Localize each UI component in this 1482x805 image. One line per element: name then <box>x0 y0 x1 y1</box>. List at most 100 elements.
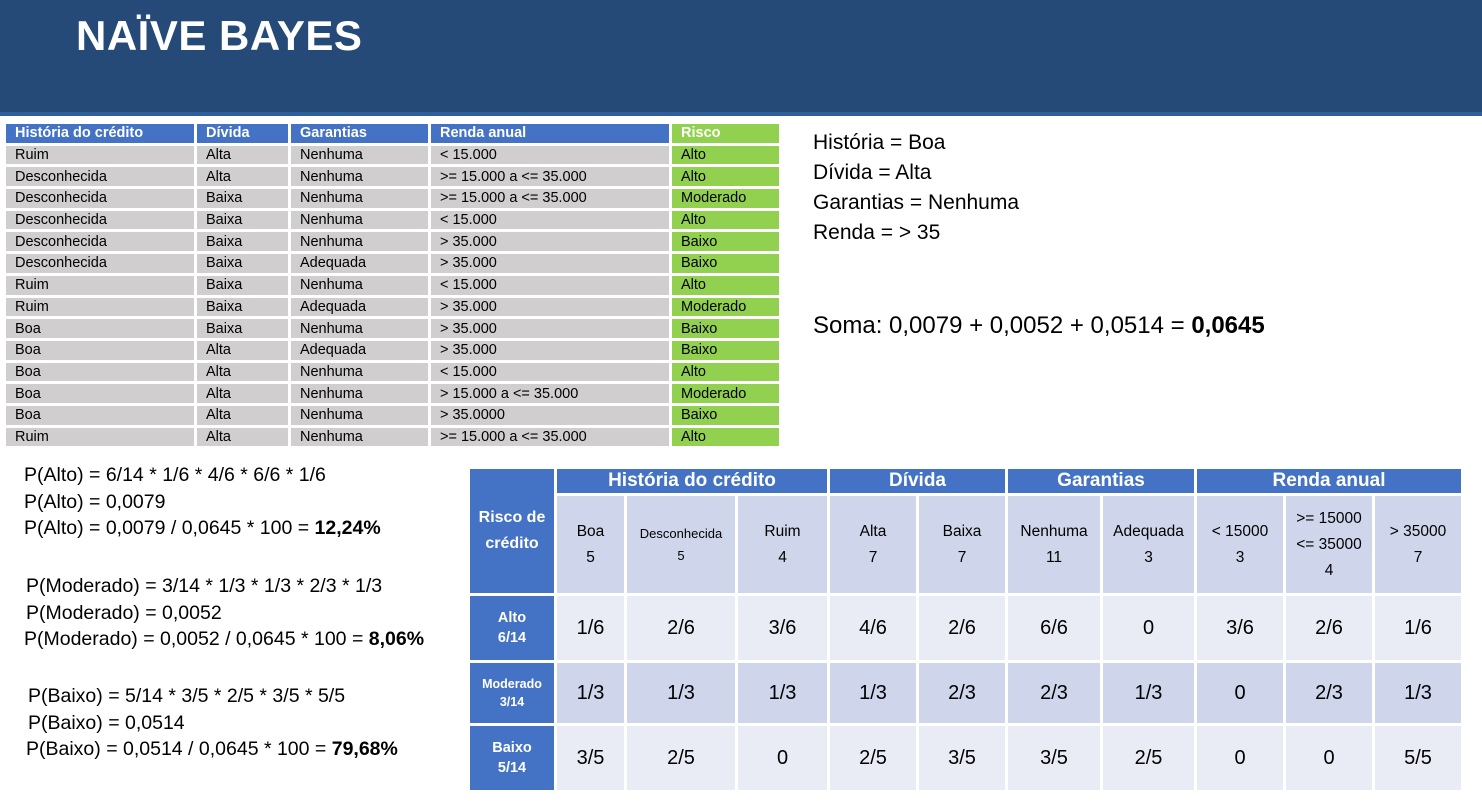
table-cell: Alta <box>197 427 288 447</box>
table-row: Ruim Baixa Nenhuma < 15.000 Alto <box>6 275 779 295</box>
table-cell: >= 15.000 a <= 35.000 <box>431 167 669 187</box>
probability-row: Alto 6/14 1/6 2/6 3/6 4/6 2/6 6/6 0 3/6 2/6 1/6 <box>470 596 1461 660</box>
table-cell: Nenhuma <box>291 210 428 230</box>
table-cell: Ruim <box>6 297 194 317</box>
table-cell: Desconhecida <box>6 210 194 230</box>
query-line: Renda = > 35 <box>813 221 941 244</box>
probability-cell: 0 <box>1197 663 1283 723</box>
table-row: Desconhecida Baixa Nenhuma > 35.000 Baixo <box>6 232 779 252</box>
probability-cell: 2/6 <box>919 596 1005 660</box>
probability-cell: 1/3 <box>1103 663 1194 723</box>
probability-cell: 1/3 <box>627 663 735 723</box>
probability-cell: 2/6 <box>1286 596 1372 660</box>
sub-header: > 35000 7 <box>1375 496 1461 593</box>
table-cell: Alto <box>672 275 779 295</box>
table-cell: > 35.000 <box>431 340 669 360</box>
table-cell: Baixo <box>672 232 779 252</box>
table-cell: Moderado <box>672 384 779 403</box>
calc-alto: P(Alto) = 6/14 * 1/6 * 4/6 * 6/6 * 1/6 P… <box>24 462 381 542</box>
table-cell: Baixa <box>197 232 288 252</box>
probability-cell: 6/6 <box>1008 596 1100 660</box>
probability-cell: 1/3 <box>1375 663 1461 723</box>
table-cell: Baixa <box>197 254 288 273</box>
risk-row-header: Baixo 5/14 <box>470 726 554 790</box>
page-title: NAÏVE BAYES <box>76 12 363 59</box>
calc-line: P(Alto) = 0,0079 / 0,0645 * 100 = 12,24% <box>24 517 381 539</box>
probability-cell: 1/6 <box>557 596 624 660</box>
group-header: Dívida <box>830 469 1005 493</box>
sub-header: Alta 7 <box>830 496 916 593</box>
probability-cell: 1/6 <box>1375 596 1461 660</box>
probability-cell: 2/5 <box>627 726 735 790</box>
probability-row: Baixo 5/14 3/5 2/5 0 2/5 3/5 3/5 2/5 0 0 5/5 <box>470 726 1461 790</box>
table-cell: Nenhuma <box>291 145 428 165</box>
probability-cell: 2/3 <box>1008 663 1100 723</box>
column-header: Garantias <box>291 124 428 143</box>
table-cell: Baixo <box>672 319 779 338</box>
column-header: Dívida <box>197 124 288 143</box>
table-cell: Nenhuma <box>291 427 428 447</box>
table-cell: < 15.000 <box>431 362 669 382</box>
table-cell: Alto <box>672 167 779 187</box>
table-cell: Baixo <box>672 340 779 360</box>
table-cell: Ruim <box>6 145 194 165</box>
table-cell: < 15.000 <box>431 275 669 295</box>
probability-cell: 0 <box>738 726 827 790</box>
sub-header: >= 15000 <= 35000 4 <box>1286 496 1372 593</box>
table-row: Desconhecida Baixa Nenhuma >= 15.000 a <= 3… <box>6 189 779 208</box>
sub-header: Baixa 7 <box>919 496 1005 593</box>
table-cell: Alta <box>197 145 288 165</box>
calc-baixo: P(Baixo) = 5/14 * 3/5 * 2/5 * 3/5 * 5/5 … <box>26 683 398 763</box>
probability-table: Risco de crédito História do crédito Dív… <box>467 466 1464 793</box>
sub-header: Ruim 4 <box>738 496 827 593</box>
table-row: Boa Alta Nenhuma > 35.0000 Baixo <box>6 405 779 425</box>
table-row: Ruim Alta Nenhuma < 15.000 Alto <box>6 145 779 165</box>
table-cell: Baixo <box>672 254 779 273</box>
table-row: Desconhecida Baixa Nenhuma < 15.000 Alto <box>6 210 779 230</box>
sub-header: Boa 5 <box>557 496 624 593</box>
table-cell: Alta <box>197 362 288 382</box>
calc-line: P(Alto) = 6/14 * 1/6 * 4/6 * 6/6 * 1/6 <box>24 464 326 486</box>
risk-row-header: Moderado 3/14 <box>470 663 554 723</box>
table-cell: Boa <box>6 362 194 382</box>
probability-cell: 1/3 <box>557 663 624 723</box>
table-cell: >= 15.000 a <= 35.000 <box>431 427 669 447</box>
table-cell: Nenhuma <box>291 189 428 208</box>
table-header-row: História do crédito Dívida Garantias Ren… <box>6 124 779 143</box>
group-header: Renda anual <box>1197 469 1461 493</box>
probability-cell: 1/3 <box>738 663 827 723</box>
table-cell: Baixa <box>197 297 288 317</box>
probability-cell: 3/5 <box>1008 726 1100 790</box>
table-cell: Nenhuma <box>291 362 428 382</box>
table-cell: Nenhuma <box>291 405 428 425</box>
table-cell: Moderado <box>672 297 779 317</box>
table-cell: Desconhecida <box>6 167 194 187</box>
probability-cell: 2/3 <box>919 663 1005 723</box>
probability-cell: 2/6 <box>627 596 735 660</box>
table-cell: Adequada <box>291 254 428 273</box>
table-cell: Moderado <box>672 189 779 208</box>
risk-corner-header: Risco de crédito <box>470 469 554 593</box>
probability-cell: 1/3 <box>830 663 916 723</box>
probability-cell: 2/3 <box>1286 663 1372 723</box>
sum-result: 0,0645 <box>1191 312 1265 339</box>
probability-row: Moderado 3/14 1/3 1/3 1/3 1/3 2/3 2/3 1/3 0 2/3 1/3 <box>470 663 1461 723</box>
sub-header: Desconhecida 5 <box>627 496 735 593</box>
probability-cell: 0 <box>1103 596 1194 660</box>
table-cell: Alto <box>672 427 779 447</box>
probability-cell: 0 <box>1197 726 1283 790</box>
table-cell: Alta <box>197 167 288 187</box>
calc-line: P(Baixo) = 0,0514 <box>28 711 185 734</box>
probability-cell: 2/5 <box>1103 726 1194 790</box>
table-row: Boa Baixa Nenhuma > 35.000 Baixo <box>6 319 779 338</box>
calc-moderado: P(Moderado) = 3/14 * 1/3 * 1/3 * 2/3 * 1… <box>24 573 425 653</box>
sum-line: Soma: 0,0079 + 0,0052 + 0,0514 = 0,0645 <box>813 312 1265 340</box>
calc-result: 8,06% <box>368 628 425 650</box>
query-line: Garantias = Nenhuma <box>813 191 1020 214</box>
probability-cell: 2/5 <box>830 726 916 790</box>
table-cell: > 35.000 <box>431 254 669 273</box>
column-header: Risco <box>672 124 779 143</box>
sub-header: < 15000 3 <box>1197 496 1283 593</box>
table-cell: Boa <box>6 405 194 425</box>
header-divider <box>0 112 1482 116</box>
